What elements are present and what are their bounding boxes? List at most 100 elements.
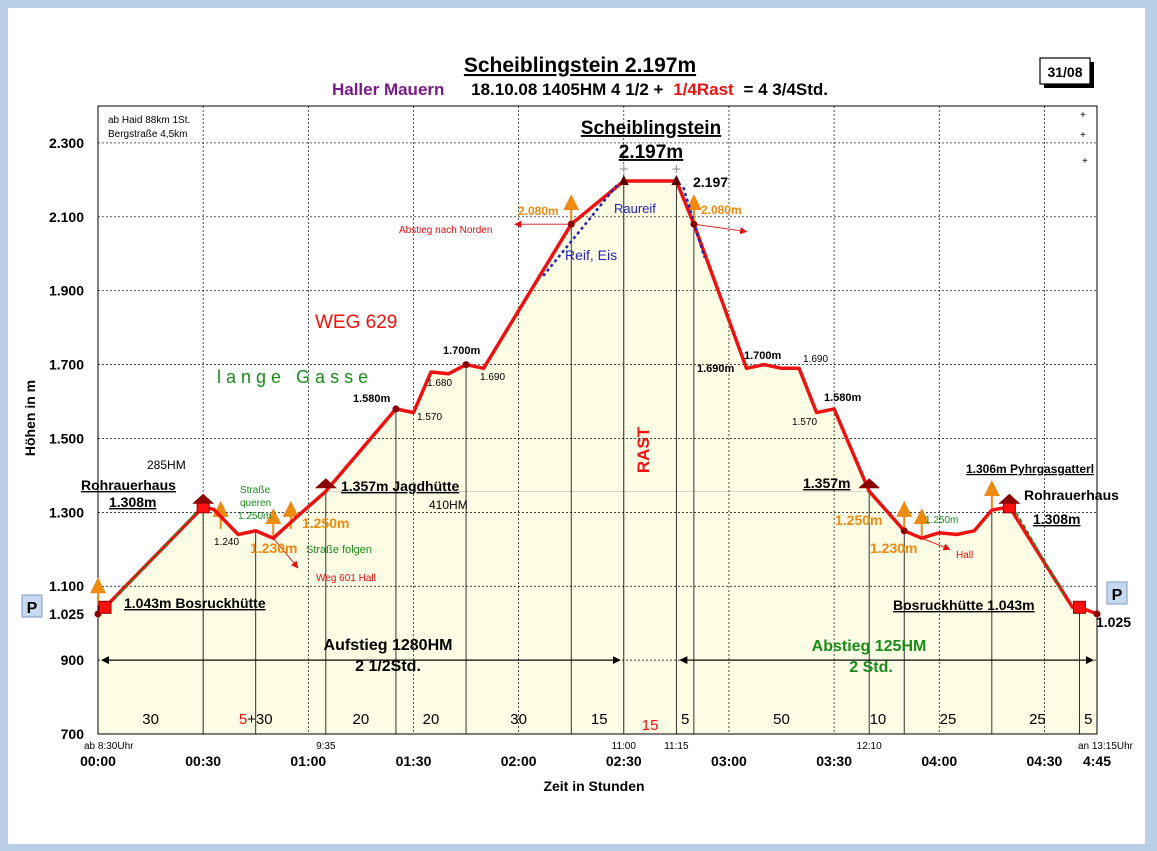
plot-border (97, 105, 1098, 735)
h-1580-left: 1.580m (353, 393, 391, 405)
weg-629-label: WEG 629 (315, 312, 397, 333)
clock-label: 9:35 (316, 741, 336, 752)
segment-label: 20 (353, 711, 370, 728)
plus-1: + (1080, 110, 1086, 121)
end-elevation: 1.025 (1096, 614, 1131, 630)
tick-labels-group: 700 900 1.025 1.100 1.300 1.500 1.700 1.900 2.10… (49, 135, 1134, 769)
h-1357-right: 1.357m (803, 475, 850, 491)
x-tick-label: 03:30 (816, 753, 852, 769)
x-tick-label: 01:30 (396, 753, 432, 769)
waypoint-dot (462, 361, 470, 369)
segment-label: 50 (773, 711, 790, 728)
x-tick-label: 04:00 (921, 753, 957, 769)
date-hm-label: 18.10.08 1405HM 4 1/2 + (471, 80, 663, 99)
grid-group (97, 105, 1098, 735)
rest-label: 1/4Rast (673, 80, 734, 99)
clock-label: an 13:15Uhr (1078, 741, 1134, 752)
h-1250-small-right: 1.250m (925, 515, 958, 526)
segment-label: 30 (510, 711, 527, 728)
segment-label: 5+30 (239, 711, 273, 728)
y-tick-label: 900 (61, 652, 85, 668)
plus-2: + (1080, 130, 1086, 141)
h-1580-right: 1.580m (824, 392, 862, 404)
h-1230-left: 1.230m (250, 540, 297, 556)
aufstieg-time: 2 1/2Std. (355, 658, 421, 675)
h-1680: 1.680 (427, 378, 452, 389)
segment-label: 20 (423, 711, 440, 728)
reif-eis-label: Reif, Eis (565, 247, 617, 263)
clock-label: 12:10 (857, 741, 882, 752)
summit-marker-icon (618, 174, 629, 185)
pyhrgas-label: 1.306m Pyhrgasgatterl (966, 462, 1094, 476)
y-tick-label: 1.500 (49, 430, 84, 446)
h-1690-right: 1.690m (697, 363, 735, 375)
road-overlay (114, 511, 197, 598)
weg601-arrow (272, 537, 299, 569)
waypoint-dot (392, 405, 400, 413)
total-label: = 4 3/4Std. (743, 80, 828, 99)
strasse-queren-2: queren (240, 498, 271, 509)
badge-text: 31/08 (1047, 64, 1082, 80)
y-tick-label: 1.100 (49, 578, 84, 594)
h-2080-left: 2.080m (518, 204, 559, 218)
parking-left: P (27, 600, 38, 617)
abstieg-time: 2 Std. (849, 659, 893, 676)
abstieg-label: Abstieg 125HM (812, 638, 927, 655)
vertical-lines-group (202, 180, 1080, 734)
descent-norden-arrow (693, 223, 748, 235)
x-tick-label: 00:30 (185, 753, 221, 769)
waypoint-dot (900, 527, 908, 535)
x-tick-label: 02:30 (606, 753, 642, 769)
h-1700-left: 1.700m (443, 345, 481, 357)
y-axis-title: Höhen in m (22, 380, 38, 456)
y-tick-label: 1.025 (49, 606, 84, 622)
hut-roof-icon (858, 478, 881, 489)
h-1250-small-left: 1.250m (238, 511, 271, 522)
hut-roof-icon (998, 493, 1021, 504)
summit-name: Scheiblingstein (581, 118, 721, 139)
bosruck-right-label: Bosruckhütte 1.043m (893, 597, 1035, 613)
segment-label: 30 (142, 711, 159, 728)
clock-label: 11:00 (612, 741, 637, 752)
profile-line-group (94, 164, 1101, 618)
y-tick-label: 700 (61, 726, 85, 742)
x-tick-label: 03:00 (711, 753, 747, 769)
weg-601-label: Weg 601 Hall (316, 573, 376, 584)
frost-overlay (542, 184, 618, 277)
rohrauerhaus-right-height: 1.308m (1033, 511, 1080, 527)
rast-label: RAST (634, 426, 653, 473)
info-line-1: ab Haid 88km 1St. (108, 115, 190, 126)
badge-box (1039, 57, 1091, 85)
segment-label: 10 (870, 711, 887, 728)
segment-label: 5 (1084, 711, 1092, 728)
info-line-2: Bergstraße 4,5km (108, 129, 187, 140)
lange-gasse-label: l a n g e G a s s e (217, 367, 368, 387)
y-tick-label: 1.300 (49, 504, 84, 520)
segment-label: 15 (591, 711, 608, 728)
jagdhuette-label: 1.357m Jagdhütte (341, 478, 459, 494)
x-tick-label: 04:30 (1027, 753, 1063, 769)
elevation-chart: Scheiblingstein 2.197m Haller Mauern 18.… (21, 54, 1134, 794)
bosruck-left-label: 1.043m Bosruckhütte (124, 595, 266, 611)
x-tick-label: 00:00 (80, 753, 116, 769)
clock-label: ab 8:30Uhr (84, 741, 134, 752)
h-1700-right: 1.700m (744, 350, 782, 362)
y-tick-label: 2.100 (49, 209, 84, 225)
parking-right-box (1106, 581, 1128, 605)
y-tick-label: 1.700 (49, 357, 84, 373)
h-1240: 1.240 (214, 537, 239, 548)
subtitle: Haller Mauern 18.10.08 1405HM 4 1/2 + 1/… (332, 80, 828, 99)
x-axis-title: Zeit in Stunden (543, 778, 644, 794)
h-1690-left: 1.690 (480, 372, 505, 383)
h-1250-left: 1.250m (302, 515, 349, 531)
hall-label: Hall (956, 550, 973, 561)
x-tick-label: 02:00 (501, 753, 537, 769)
hut-roof-icon (192, 493, 215, 504)
road-overlay (1015, 511, 1067, 598)
segment-label: 25 (1029, 711, 1046, 728)
raureif-label: Raureif (614, 201, 656, 216)
x-tick-label: 01:00 (290, 753, 326, 769)
h-2080-right: 2.080m (701, 203, 742, 217)
waypoint-dot (1093, 610, 1101, 618)
h-1570-right: 1.570 (792, 417, 817, 428)
